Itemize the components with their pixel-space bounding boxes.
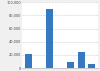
Bar [46,9,53,68]
Bar [67,62,74,68]
Bar [25,54,32,68]
Bar [88,64,95,68]
Bar [78,52,84,68]
